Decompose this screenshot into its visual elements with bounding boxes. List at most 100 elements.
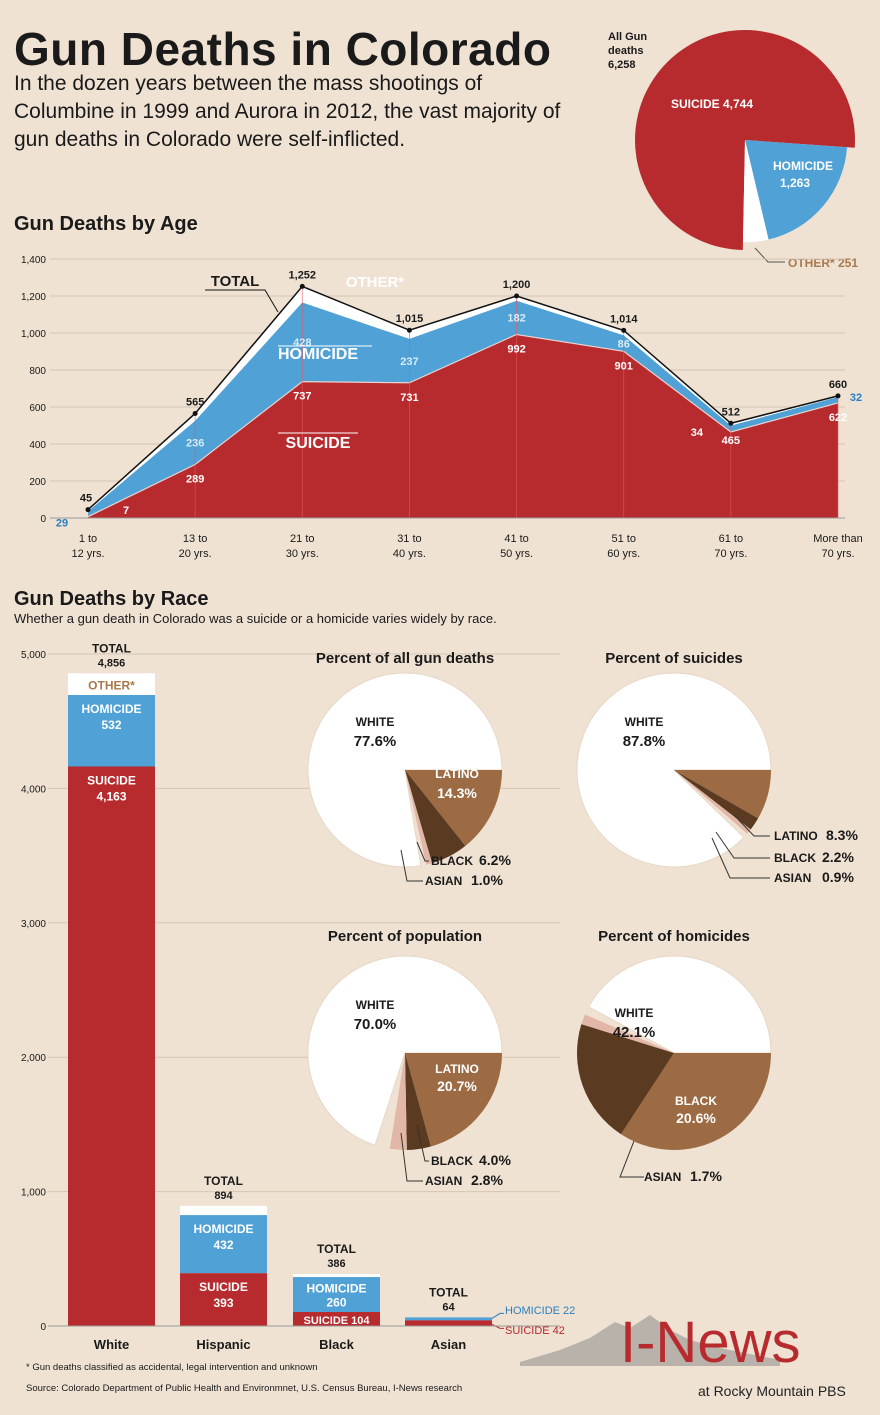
age-xtick-label: 51 to <box>611 533 635 545</box>
race-pie-value-asian: 2.8% <box>471 1172 503 1188</box>
total-point <box>835 393 841 399</box>
race-pie-slice-asian <box>405 770 433 865</box>
bar-homicide-value: 260 <box>326 1296 346 1310</box>
bar-total-value: 894 <box>214 1190 233 1202</box>
race-pie-label-asian: ASIAN <box>644 1170 681 1184</box>
race-xtick-label: Black <box>319 1337 354 1352</box>
age-ytick-label: 1,400 <box>21 255 46 266</box>
age-ytick-label: 0 <box>40 514 46 525</box>
total-line <box>87 285 839 511</box>
pie-label-suicide: SUICIDE 4,744 <box>671 97 753 111</box>
bar-homicide-label: HOMICIDE 22 <box>505 1305 575 1317</box>
suicide-value-label: 289 <box>186 474 204 486</box>
total-point <box>85 507 91 513</box>
bar-suicide-white <box>68 766 155 1326</box>
total-pie-title: All Gun <box>608 31 647 43</box>
race-ytick-label: 4,000 <box>21 784 46 795</box>
bar-total-value: 386 <box>327 1258 345 1270</box>
race-pie-label-white: WHITE <box>356 715 395 729</box>
race-pie-leader-asian <box>400 1132 423 1182</box>
bar-suicide-label: SUICIDE 42 <box>505 1325 565 1337</box>
age-xtick-label: 12 yrs. <box>71 548 104 560</box>
annotation-other: OTHER* <box>346 274 405 291</box>
race-pie-label-black: BLACK <box>675 1094 717 1108</box>
race-pie-slice-asian <box>389 1053 407 1150</box>
race-pie-slice-white <box>576 672 772 868</box>
bar-other-white <box>68 673 155 695</box>
mountain-logo-graphic <box>520 1315 780 1366</box>
bar-suicide-value: 393 <box>213 1296 233 1310</box>
race-pie-label-latino: LATINO <box>696 1012 740 1026</box>
bar-other-label: OTHER* <box>88 678 135 692</box>
pie-leader-other <box>754 247 785 263</box>
race-pie-value-white: 87.8% <box>623 733 666 750</box>
race-pie-leader-latino <box>733 814 770 837</box>
race-pie-label-latino: LATINO <box>435 767 479 781</box>
homicide-value-label: 86 <box>618 338 630 350</box>
bar-suicide-asian <box>405 1320 492 1326</box>
footnote: * Gun deaths classified as accidental, l… <box>26 1362 318 1373</box>
total-value-label: 565 <box>186 396 204 408</box>
homicide-value-label: 236 <box>186 438 204 450</box>
race-pie-slice-white <box>307 955 503 1146</box>
area-suicide <box>88 334 838 518</box>
bar-homicide-black <box>293 1277 380 1313</box>
age-xtick-label: 31 to <box>397 533 421 545</box>
bar-homicide-hispanic <box>180 1215 267 1274</box>
total-point <box>192 410 198 416</box>
age-xtick-label: 50 yrs. <box>500 548 533 560</box>
race-pie-slice-asian <box>581 1014 674 1053</box>
race-chart-title: Gun Deaths by Race <box>14 588 209 610</box>
logo-subtitle: at Rocky Mountain PBS <box>698 1383 846 1399</box>
bar-homicide-label: HOMICIDE <box>194 1222 254 1236</box>
bar-suicide-hispanic <box>180 1273 267 1326</box>
bar-suicide-label: SUICIDE 104 <box>303 1315 370 1327</box>
pie-label-other: OTHER* 251 <box>788 256 858 270</box>
total-value-label: 1,252 <box>289 269 317 281</box>
race-pie-leader-black <box>715 831 770 859</box>
age-xtick-label: 70 yrs. <box>714 548 747 560</box>
race-pie-value-asian: 1.0% <box>471 872 503 888</box>
suicide-edge <box>87 333 839 518</box>
race-pie-label-asian: ASIAN <box>425 1174 462 1188</box>
race-ytick-label: 5,000 <box>21 650 46 661</box>
bar-total-value: 4,856 <box>98 657 126 669</box>
race-pie-slice-black <box>577 1024 674 1135</box>
race-ytick-label: 0 <box>40 1322 46 1333</box>
bar-homicide-value: 432 <box>213 1238 233 1252</box>
race-pie-value-latino: 20.7% <box>437 1078 477 1094</box>
bar-suicide-label: SUICIDE <box>87 773 136 787</box>
bar-total-word: TOTAL <box>429 1285 468 1299</box>
total-point <box>406 327 412 333</box>
pie-slice-other <box>742 140 769 243</box>
suicide-value-label: 901 <box>615 360 633 372</box>
bar-suicide-black <box>293 1312 380 1326</box>
bar-homicide-label: HOMICIDE <box>82 702 142 716</box>
age-ytick-label: 200 <box>29 477 46 488</box>
suicide-value-label: 731 <box>400 392 418 404</box>
age-ytick-label: 1,200 <box>21 292 46 303</box>
race-pie-label-black: BLACK <box>774 851 816 865</box>
age-xtick-label: 70 yrs. <box>821 548 854 560</box>
total-value-label: 1,014 <box>610 313 638 325</box>
homicide-value-label: 34 <box>691 427 704 439</box>
race-pie-slice-latino <box>674 770 771 819</box>
total-point <box>728 420 734 426</box>
race-ytick-label: 1,000 <box>21 1188 46 1199</box>
homicide-value-label: 182 <box>507 313 525 325</box>
race-pie-slice-latino <box>620 1053 771 1150</box>
race-pie-slice-latino <box>405 770 502 846</box>
race-pie-value-latino: 14.3% <box>437 785 477 801</box>
bar-total-word: TOTAL <box>317 1242 356 1256</box>
race-ytick-label: 2,000 <box>21 1053 46 1064</box>
race-pie-value-white: 42.1% <box>613 1024 656 1041</box>
pie-slice-homicide <box>745 140 848 240</box>
total-value-label: 660 <box>829 379 847 391</box>
race-pie-label-white: WHITE <box>356 998 395 1012</box>
total-pie-title: deaths <box>608 45 643 57</box>
race-pie-value-white: 70.0% <box>354 1016 397 1033</box>
race-pie-title: Percent of homicides <box>598 928 750 945</box>
suicide-value-label: 622 <box>829 412 847 424</box>
race-pie-title: Percent of all gun deaths <box>316 650 494 667</box>
